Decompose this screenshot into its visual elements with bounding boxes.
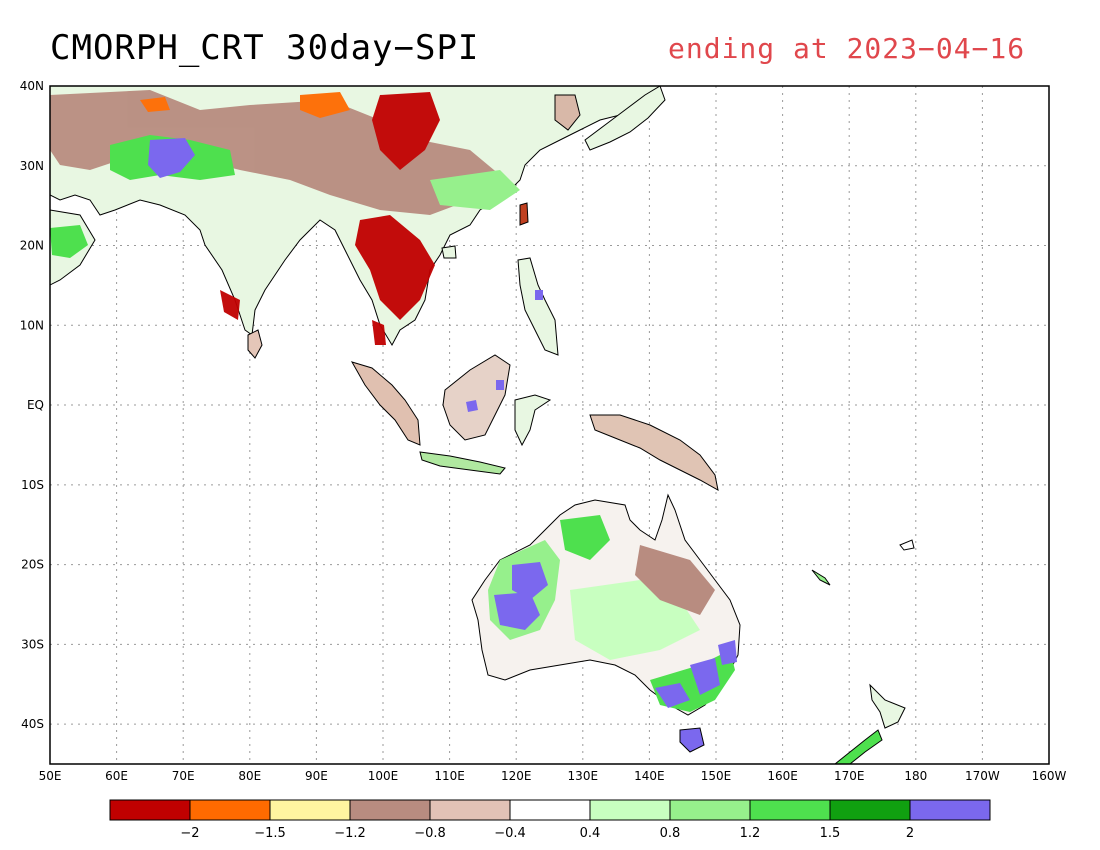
sri-lanka (247, 329, 263, 359)
new-guinea (589, 414, 719, 491)
lat-tick-label: 10S (21, 478, 44, 492)
lon-tick-label: 180 (904, 769, 927, 783)
sulawesi (514, 394, 552, 447)
colorbar-swatch (669, 799, 751, 821)
map-title: CMORPH_CRT 30day−SPI (50, 28, 480, 68)
colorbar-swatch (829, 799, 911, 821)
colorbar-tick-label: −2 (180, 826, 199, 841)
lon-tick-label: 140E (634, 769, 665, 783)
lon-tick-label: 160E (767, 769, 798, 783)
map-date-label: ending at 2023−04−16 (668, 32, 1026, 65)
colorbar-tick-label: −1.2 (334, 826, 366, 841)
wet-anomaly-overlay (50, 135, 737, 712)
colorbar-tick-label: 1.2 (740, 826, 761, 841)
colorbar-swatch (589, 799, 671, 821)
colorbar-swatch (269, 799, 351, 821)
colorbar-swatch (109, 799, 191, 821)
lon-tick-label: 160W (1032, 769, 1067, 783)
colorbar-swatch (509, 799, 591, 821)
lon-tick-label: 80E (238, 769, 261, 783)
philippines (517, 257, 559, 356)
java (419, 451, 506, 475)
lon-tick-label: 90E (305, 769, 328, 783)
colorbar-swatch (189, 799, 271, 821)
tasmania (679, 727, 705, 753)
new-caledonia (811, 569, 831, 586)
colorbar-tick-label: −0.8 (414, 826, 446, 841)
land-layer (50, 86, 915, 764)
lat-tick-label: 40S (21, 717, 44, 731)
colorbar: −2 −1.5 −1.2 −0.8 −0.4 0.4 0.8 1.2 1.5 2 (109, 799, 991, 841)
lon-tick-label: 170E (834, 769, 865, 783)
colorbar-swatch (749, 799, 831, 821)
colorbar-tick-label: −1.5 (254, 826, 286, 841)
map-frame (49, 85, 1050, 765)
lat-tick-label: 10N (20, 318, 44, 332)
lon-tick-label: 150E (701, 769, 732, 783)
hainan (441, 245, 457, 259)
lat-tick-label: 30S (21, 637, 44, 651)
fiji (899, 539, 915, 551)
lat-tick-label: 20S (21, 558, 44, 572)
lon-tick-label: 170W (965, 769, 1000, 783)
lat-tick-label: EQ (27, 398, 44, 412)
lon-tick-label: 110E (434, 769, 465, 783)
lon-tick-label: 50E (39, 769, 62, 783)
taiwan (519, 202, 529, 226)
borneo (442, 354, 511, 441)
korea (554, 94, 581, 131)
lon-tick-label: 70E (172, 769, 195, 783)
colorbar-tick-label: 2 (906, 826, 914, 841)
lat-tick-label: 20N (20, 239, 44, 253)
latitude-axis: 40N 30N 20N 10N EQ 10S 20S 30S 40S (20, 79, 44, 731)
dry-anomaly-overlay (50, 90, 500, 345)
colorbar-swatch (349, 799, 431, 821)
new-zealand-south (834, 729, 883, 764)
colorbar-swatch (429, 799, 511, 821)
lon-tick-label: 130E (568, 769, 599, 783)
lon-tick-label: 60E (105, 769, 128, 783)
lat-tick-label: 30N (20, 159, 44, 173)
colorbar-tick-label: 0.4 (580, 826, 601, 841)
colorbar-swatch (909, 799, 991, 821)
colorbar-tick-label: 1.5 (820, 826, 841, 841)
lat-tick-label: 40N (20, 79, 44, 93)
colorbar-tick-label: 0.8 (660, 826, 681, 841)
longitude-axis: 50E 60E 70E 80E 90E 100E 110E 120E 130E 140E 150E 1… (39, 769, 1067, 783)
japan (584, 86, 666, 151)
lon-tick-label: 100E (368, 769, 399, 783)
new-zealand-north (869, 683, 906, 729)
lon-tick-label: 120E (501, 769, 532, 783)
sumatra (350, 361, 421, 446)
colorbar-tick-label: −0.4 (494, 826, 526, 841)
